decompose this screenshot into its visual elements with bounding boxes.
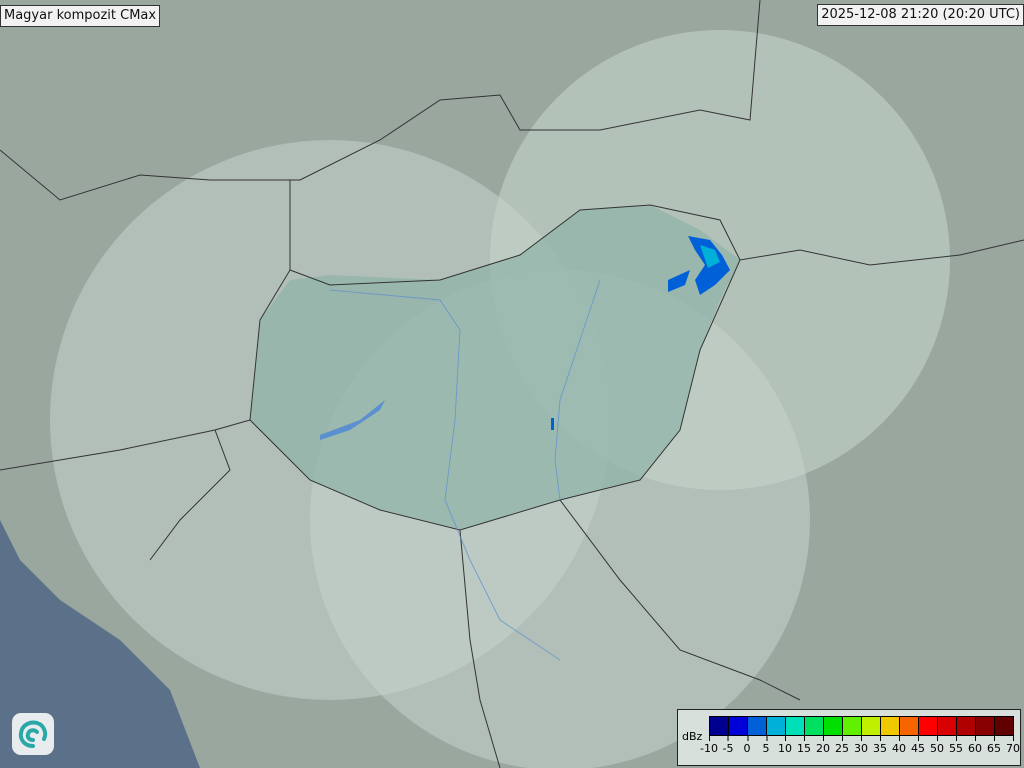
legend-ticks: -10 -5 0 5 10 15 20 25 30 35 40 45 50 55 60 65 70	[700, 736, 1020, 760]
hungary-region	[250, 205, 740, 530]
legend-unit: dBz	[682, 730, 703, 743]
legend-bin	[919, 717, 938, 735]
lake-balaton	[320, 400, 385, 440]
rivers	[329, 279, 601, 661]
legend-tick: 20	[816, 736, 830, 755]
legend-tick: 65	[987, 736, 1001, 755]
legend-bin	[767, 717, 786, 735]
swirl-logo-icon	[12, 713, 54, 755]
legend-tick: 0	[744, 736, 751, 755]
legend-bin	[938, 717, 957, 735]
legend-tick: 15	[797, 736, 811, 755]
legend-tick: -5	[723, 736, 733, 755]
legend-tick: -10	[700, 736, 718, 755]
legend-tick: 60	[968, 736, 982, 755]
legend-tick: 45	[911, 736, 925, 755]
dbz-legend: dBz -10 -5 0 5 10 15 20 25 30 35 40 45 50 55 60 65 70	[677, 709, 1021, 766]
legend-tick: 5	[763, 736, 770, 755]
timestamp: 2025-12-08 21:20 (20:20 UTC)	[817, 4, 1024, 26]
legend-bin	[862, 717, 881, 735]
legend-bin	[881, 717, 900, 735]
legend-bin	[729, 717, 748, 735]
legend-tick: 40	[892, 736, 906, 755]
adriatic-sea	[0, 520, 200, 768]
legend-bin	[805, 717, 824, 735]
legend-bin	[748, 717, 767, 735]
legend-bin	[957, 717, 976, 735]
legend-color-bar	[709, 716, 1014, 736]
legend-bin	[824, 717, 843, 735]
legend-bin	[976, 717, 995, 735]
legend-bin	[900, 717, 919, 735]
legend-bin	[710, 717, 729, 735]
legend-bin	[843, 717, 862, 735]
map-title: Magyar kompozit CMax	[0, 5, 161, 27]
radar-echoes	[551, 236, 730, 430]
legend-tick: 10	[778, 736, 792, 755]
legend-tick: 55	[949, 736, 963, 755]
legend-tick: 25	[835, 736, 849, 755]
legend-tick: 30	[854, 736, 868, 755]
legend-tick: 50	[930, 736, 944, 755]
legend-bin	[786, 717, 805, 735]
legend-tick: 70	[1006, 736, 1020, 755]
legend-tick: 35	[873, 736, 887, 755]
legend-bin	[995, 717, 1013, 735]
